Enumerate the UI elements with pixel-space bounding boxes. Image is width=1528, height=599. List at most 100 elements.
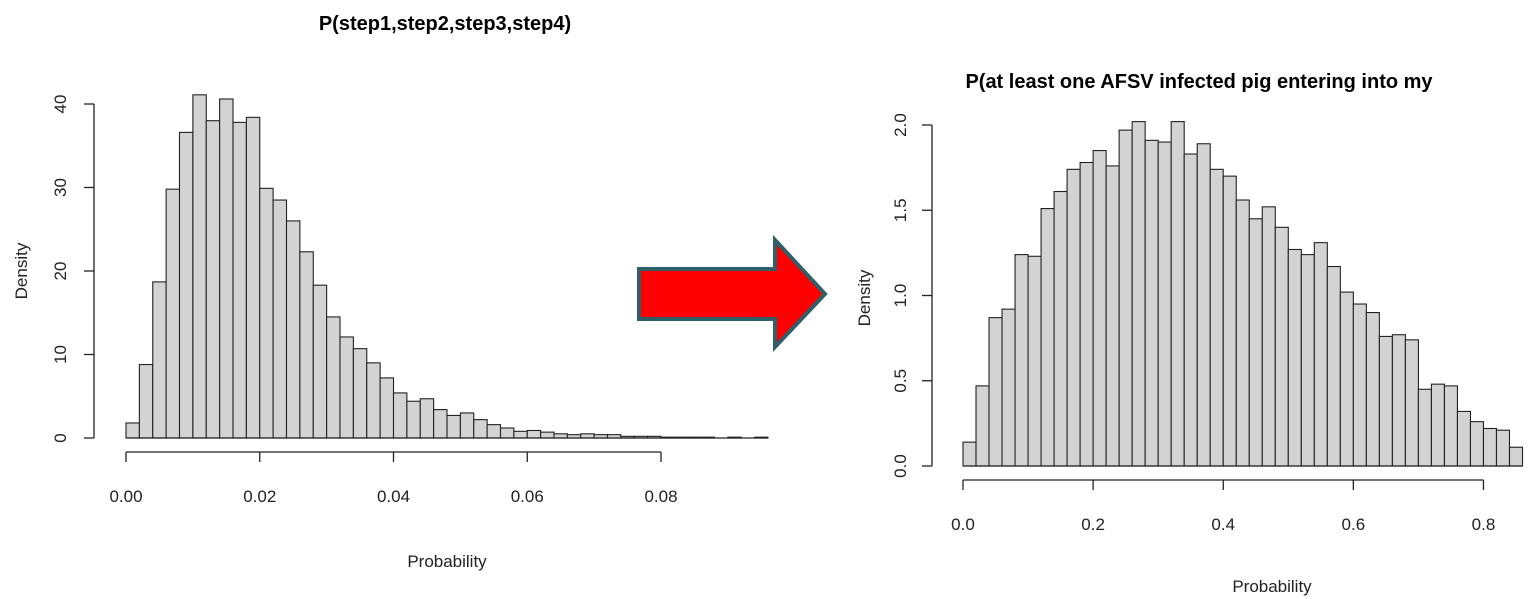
histogram-bar — [192, 94, 207, 439]
histogram-bar — [1170, 121, 1185, 467]
x-tick-label: 0.06 — [511, 487, 544, 506]
chart-left-title: P(step1,step2,step3,step4) — [319, 13, 571, 35]
histogram-bar — [1222, 175, 1237, 467]
x-tick-label: 0.04 — [377, 487, 410, 506]
histogram-bar — [1469, 421, 1485, 467]
histogram-bar — [1287, 248, 1302, 467]
histogram-bar — [1157, 141, 1172, 467]
histogram-bar — [1196, 143, 1211, 467]
histogram-bar — [245, 116, 261, 439]
histogram-bar — [1482, 427, 1498, 467]
y-tick-label: 20 — [51, 262, 70, 281]
histogram-bar — [1209, 168, 1224, 467]
histogram-bar — [259, 187, 274, 439]
histogram-bar — [1274, 226, 1289, 467]
histogram-bar — [1456, 410, 1472, 467]
histogram-bar — [486, 424, 502, 439]
histogram-bar — [272, 199, 288, 439]
y-tick-label: 0.5 — [891, 369, 910, 393]
histogram-bar — [232, 121, 247, 439]
histogram-bar — [285, 220, 301, 439]
chart-right-x-label: Probability — [1232, 577, 1312, 596]
histogram-bar — [1391, 334, 1406, 467]
histogram-bar — [526, 429, 542, 439]
y-tick-label: 2.0 — [891, 113, 910, 137]
histogram-bar — [1365, 311, 1380, 467]
right-arrow-icon — [637, 234, 828, 353]
histogram-bar — [178, 131, 194, 439]
right-arrow-shape — [637, 234, 828, 353]
y-tick-label: 1.5 — [891, 198, 910, 222]
histogram-bar — [1404, 339, 1419, 467]
histogram-bar — [1261, 206, 1276, 467]
y-tick-label: 1.0 — [891, 284, 910, 308]
y-tick-label: 0.0 — [891, 454, 910, 478]
histogram-bar — [1300, 254, 1315, 467]
chart-left-y-label: Density — [12, 242, 31, 299]
x-tick-label: 0.8 — [1472, 515, 1496, 534]
histogram-bar — [540, 431, 555, 439]
histogram-bar — [165, 188, 181, 439]
chart-left-bars — [125, 94, 769, 439]
histogram-bar — [1352, 303, 1367, 467]
histogram-bar — [152, 281, 167, 439]
histogram-bar — [1131, 121, 1146, 467]
histogram-bar — [459, 412, 475, 439]
histogram-bar — [1040, 208, 1055, 467]
chart-right-y-axis: 0.0 0.5 1.0 1.5 2.0 — [891, 113, 933, 478]
histogram-bar — [419, 398, 435, 439]
chart-right: P(at least one AFSV infected pig enterin… — [855, 71, 1524, 596]
chart-left-y-axis: 0 10 20 30 40 — [51, 95, 95, 443]
histogram-bar — [312, 284, 328, 439]
histogram-bar — [219, 98, 234, 439]
histogram-bar — [1183, 153, 1198, 467]
histogram-bar — [499, 427, 515, 439]
histogram-bar — [1417, 388, 1432, 467]
x-tick-label: 0.2 — [1081, 515, 1105, 534]
chart-right-y-label: Density — [855, 269, 874, 326]
histogram-bar — [1092, 150, 1107, 467]
y-tick-label: 40 — [51, 95, 70, 114]
histogram-bar — [1014, 254, 1029, 467]
histogram-bar — [1118, 129, 1133, 467]
histogram-bar — [125, 422, 140, 439]
histogram-bar — [1326, 265, 1341, 467]
histogram-bar — [473, 419, 488, 439]
histogram-bar — [352, 348, 368, 439]
x-tick-label: 0.0 — [951, 515, 975, 534]
histogram-bar — [379, 377, 395, 439]
histogram-bar — [1235, 199, 1250, 467]
histogram-bar — [1495, 429, 1511, 467]
histogram-bar — [1430, 383, 1445, 467]
histogram-bar — [138, 363, 154, 439]
chart-right-title: P(at least one AFSV infected pig enterin… — [965, 71, 1433, 93]
y-tick-label: 0 — [51, 433, 70, 442]
chart-right-bars — [962, 121, 1524, 467]
y-tick-label: 30 — [51, 178, 70, 197]
chart-right-x-axis: 0.0 0.2 0.4 0.6 0.8 — [951, 479, 1496, 534]
x-tick-label: 0.00 — [109, 487, 142, 506]
histogram-bar — [1443, 385, 1458, 467]
chart-left: P(step1,step2,step3,step4) 0.00 0.02 0.04 0… — [12, 13, 769, 571]
chart-left-x-axis: 0.00 0.02 0.04 0.06 0.08 — [109, 451, 678, 506]
histogram-bar — [1144, 139, 1159, 467]
histogram-bar — [1079, 161, 1094, 467]
histogram-bar — [988, 317, 1003, 467]
histogram-bar — [1248, 218, 1263, 467]
histogram-bar — [962, 441, 977, 467]
histogram-bar — [1027, 255, 1042, 467]
x-tick-label: 0.02 — [243, 487, 276, 506]
histogram-bar — [366, 362, 381, 439]
y-tick-label: 10 — [51, 345, 70, 364]
histogram-bar — [513, 430, 528, 439]
histogram-bar — [975, 385, 990, 467]
histogram-bar — [1313, 242, 1328, 467]
histogram-bar — [433, 409, 448, 439]
histogram-bar — [1001, 308, 1016, 467]
x-tick-label: 0.6 — [1342, 515, 1366, 534]
histogram-bar — [339, 336, 354, 439]
histogram-bar — [1053, 190, 1068, 467]
histogram-bar — [1508, 446, 1524, 467]
x-tick-label: 0.08 — [644, 487, 677, 506]
